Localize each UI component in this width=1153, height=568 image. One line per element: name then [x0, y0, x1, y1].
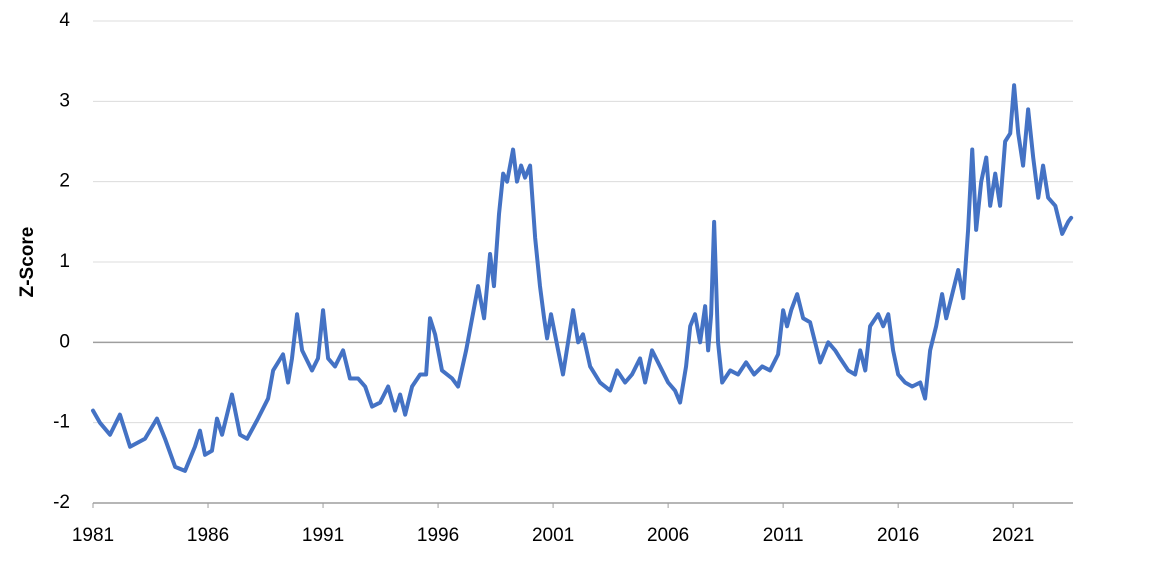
- x-tick-label: 1996: [417, 525, 459, 546]
- y-tick-label: 3: [59, 90, 70, 111]
- y-tick-label: -2: [53, 492, 70, 513]
- x-tick-label: 2011: [763, 525, 804, 546]
- y-tick-label: 1: [59, 251, 70, 272]
- y-tick-label: -1: [53, 412, 70, 433]
- x-tick-label: 2016: [877, 525, 919, 546]
- data-line: [91, 83, 1074, 473]
- y-tick-label: 2: [59, 171, 70, 192]
- x-tick-label: 1991: [302, 525, 344, 546]
- x-tick-label: 1981: [72, 525, 114, 546]
- x-tick-label: 1986: [187, 525, 229, 546]
- y-tick-label: 4: [59, 10, 70, 31]
- y-tick-label: 0: [59, 331, 70, 352]
- x-tick-label: 2001: [532, 525, 574, 546]
- x-tick-label: 2021: [992, 525, 1034, 546]
- x-tick-label: 2006: [647, 525, 689, 546]
- y-axis-label: Z-Score: [17, 227, 38, 298]
